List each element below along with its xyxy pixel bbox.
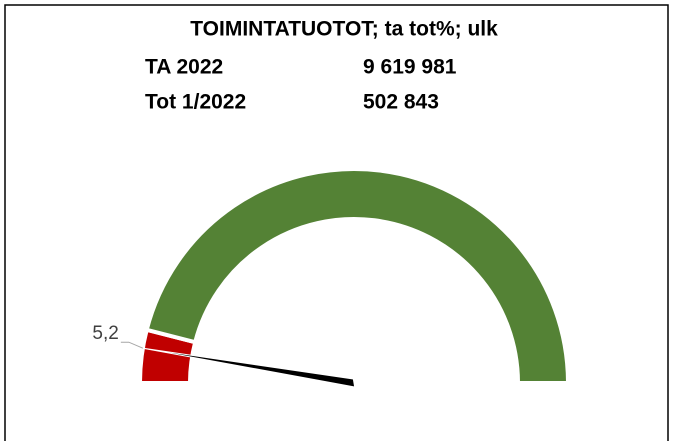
chart-title: TOIMINTATUOTOT; ta tot%; ulk bbox=[190, 18, 498, 41]
row-label: Tot 1/2022 bbox=[145, 91, 246, 114]
value-label: 5,2 bbox=[92, 323, 118, 344]
row-label: TA 2022 bbox=[145, 56, 223, 79]
row-value: 9 619 981 bbox=[363, 56, 457, 79]
row-value: 502 843 bbox=[363, 91, 439, 114]
needle bbox=[140, 347, 356, 388]
gauge-band bbox=[144, 167, 571, 385]
label-leader bbox=[120, 341, 144, 349]
